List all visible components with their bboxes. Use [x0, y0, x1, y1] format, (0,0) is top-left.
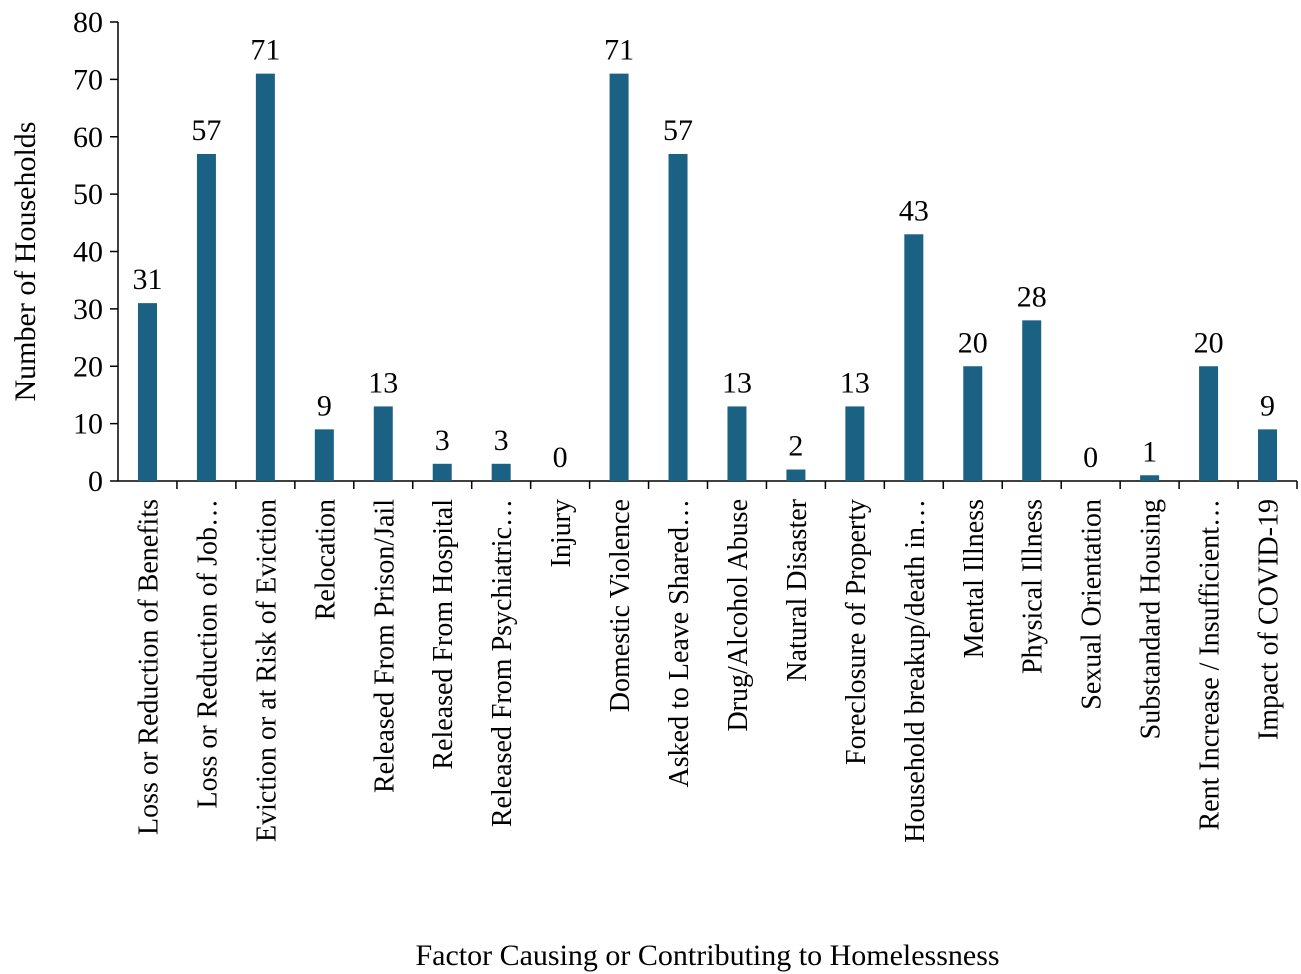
bars: [137, 73, 1298, 489]
data-label: 13: [368, 366, 398, 399]
data-label: 13: [840, 366, 870, 399]
bar: [255, 73, 275, 481]
x-tick-label: Substandard Housing: [1136, 499, 1167, 739]
bar: [609, 73, 629, 481]
data-labels: 31 57 71 9 13 3 3 0 71 57 13 2 13 43 20 28 0 1 20 9: [132, 34, 1275, 474]
x-tick-label: Drug/Alcohol Abuse: [723, 499, 754, 732]
bar: [904, 234, 924, 481]
x-tick-label: Physical Illness: [1018, 499, 1049, 674]
data-label: 2: [788, 430, 803, 463]
x-tick-label: Released From Prison/Jail: [369, 499, 400, 793]
data-label: 71: [604, 34, 634, 67]
x-tick-label: Mental Illness: [959, 499, 990, 658]
data-label: 0: [1083, 441, 1098, 474]
bar: [727, 406, 747, 481]
x-axis-title: Factor Causing or Contributing to Homele…: [415, 939, 999, 972]
data-label: 13: [722, 366, 752, 399]
bar: [491, 463, 511, 481]
y-tick-label: 80: [73, 6, 103, 39]
y-tick-label: 20: [73, 350, 103, 383]
x-tick-label: Eviction or at Risk of Eviction: [251, 499, 282, 842]
bar: [668, 153, 688, 481]
bar: [196, 153, 216, 481]
x-tick-label: Rent Increase / Insufficient…: [1195, 499, 1226, 830]
data-label: 28: [1017, 280, 1047, 313]
y-tick-label: 30: [73, 293, 103, 326]
x-tick-label: Natural Disaster: [782, 498, 813, 681]
y-tick-label: 40: [73, 236, 103, 269]
x-tick-label: Injury: [546, 499, 577, 567]
data-label: 57: [663, 114, 693, 147]
data-label: 9: [317, 389, 332, 422]
y-tick-label: 0: [88, 465, 103, 498]
data-label: 1: [1142, 435, 1157, 468]
data-label: 20: [1194, 326, 1224, 359]
x-tick-label: Household breakup/death in…: [900, 499, 931, 843]
y-axis-title: Number of Households: [9, 122, 42, 402]
x-tick-label: Released From Psychiatric…: [487, 499, 518, 827]
data-label: 9: [1260, 389, 1275, 422]
x-tick-label: Loss or Reduction of Job…: [192, 499, 223, 809]
y-tick-label: 60: [73, 121, 103, 154]
y-tick-label: 70: [73, 63, 103, 96]
x-tick-label: Impact of COVID-19: [1254, 499, 1285, 740]
bar: [963, 366, 983, 481]
x-tick-label: Domestic Violence: [605, 499, 636, 712]
bar: [373, 406, 393, 481]
bar: [1199, 366, 1219, 481]
data-label: 57: [191, 114, 221, 147]
y-tick-label: 10: [73, 408, 103, 441]
y-axis-ticks: 0 10 20 30 40 50 60 70 80: [73, 6, 118, 498]
data-label: 0: [553, 441, 568, 474]
category-labels: Loss or Reduction of Benefits Loss or Red…: [133, 498, 1284, 842]
x-tick-label: Loss or Reduction of Benefits: [133, 499, 164, 835]
data-label: 31: [132, 263, 162, 296]
data-label: 3: [435, 424, 450, 457]
data-label: 3: [494, 424, 509, 457]
x-tick-label: Relocation: [310, 499, 341, 620]
bar: [1022, 320, 1042, 481]
bar: [432, 463, 452, 481]
bar: [137, 303, 157, 481]
x-tick-label: Released From Hospital: [428, 499, 459, 770]
x-tick-label: Foreclosure of Property: [841, 499, 872, 765]
data-label: 43: [899, 194, 929, 227]
bar: [845, 406, 865, 481]
x-tick-label: Asked to Leave Shared…: [664, 499, 695, 787]
y-tick-label: 50: [73, 178, 103, 211]
data-label: 71: [250, 34, 280, 67]
data-label: 20: [958, 326, 988, 359]
bar: [1258, 429, 1278, 481]
bar: [314, 429, 334, 481]
bar: [786, 469, 806, 481]
bar: [1140, 475, 1160, 481]
x-tick-label: Sexual Orientation: [1077, 499, 1108, 710]
